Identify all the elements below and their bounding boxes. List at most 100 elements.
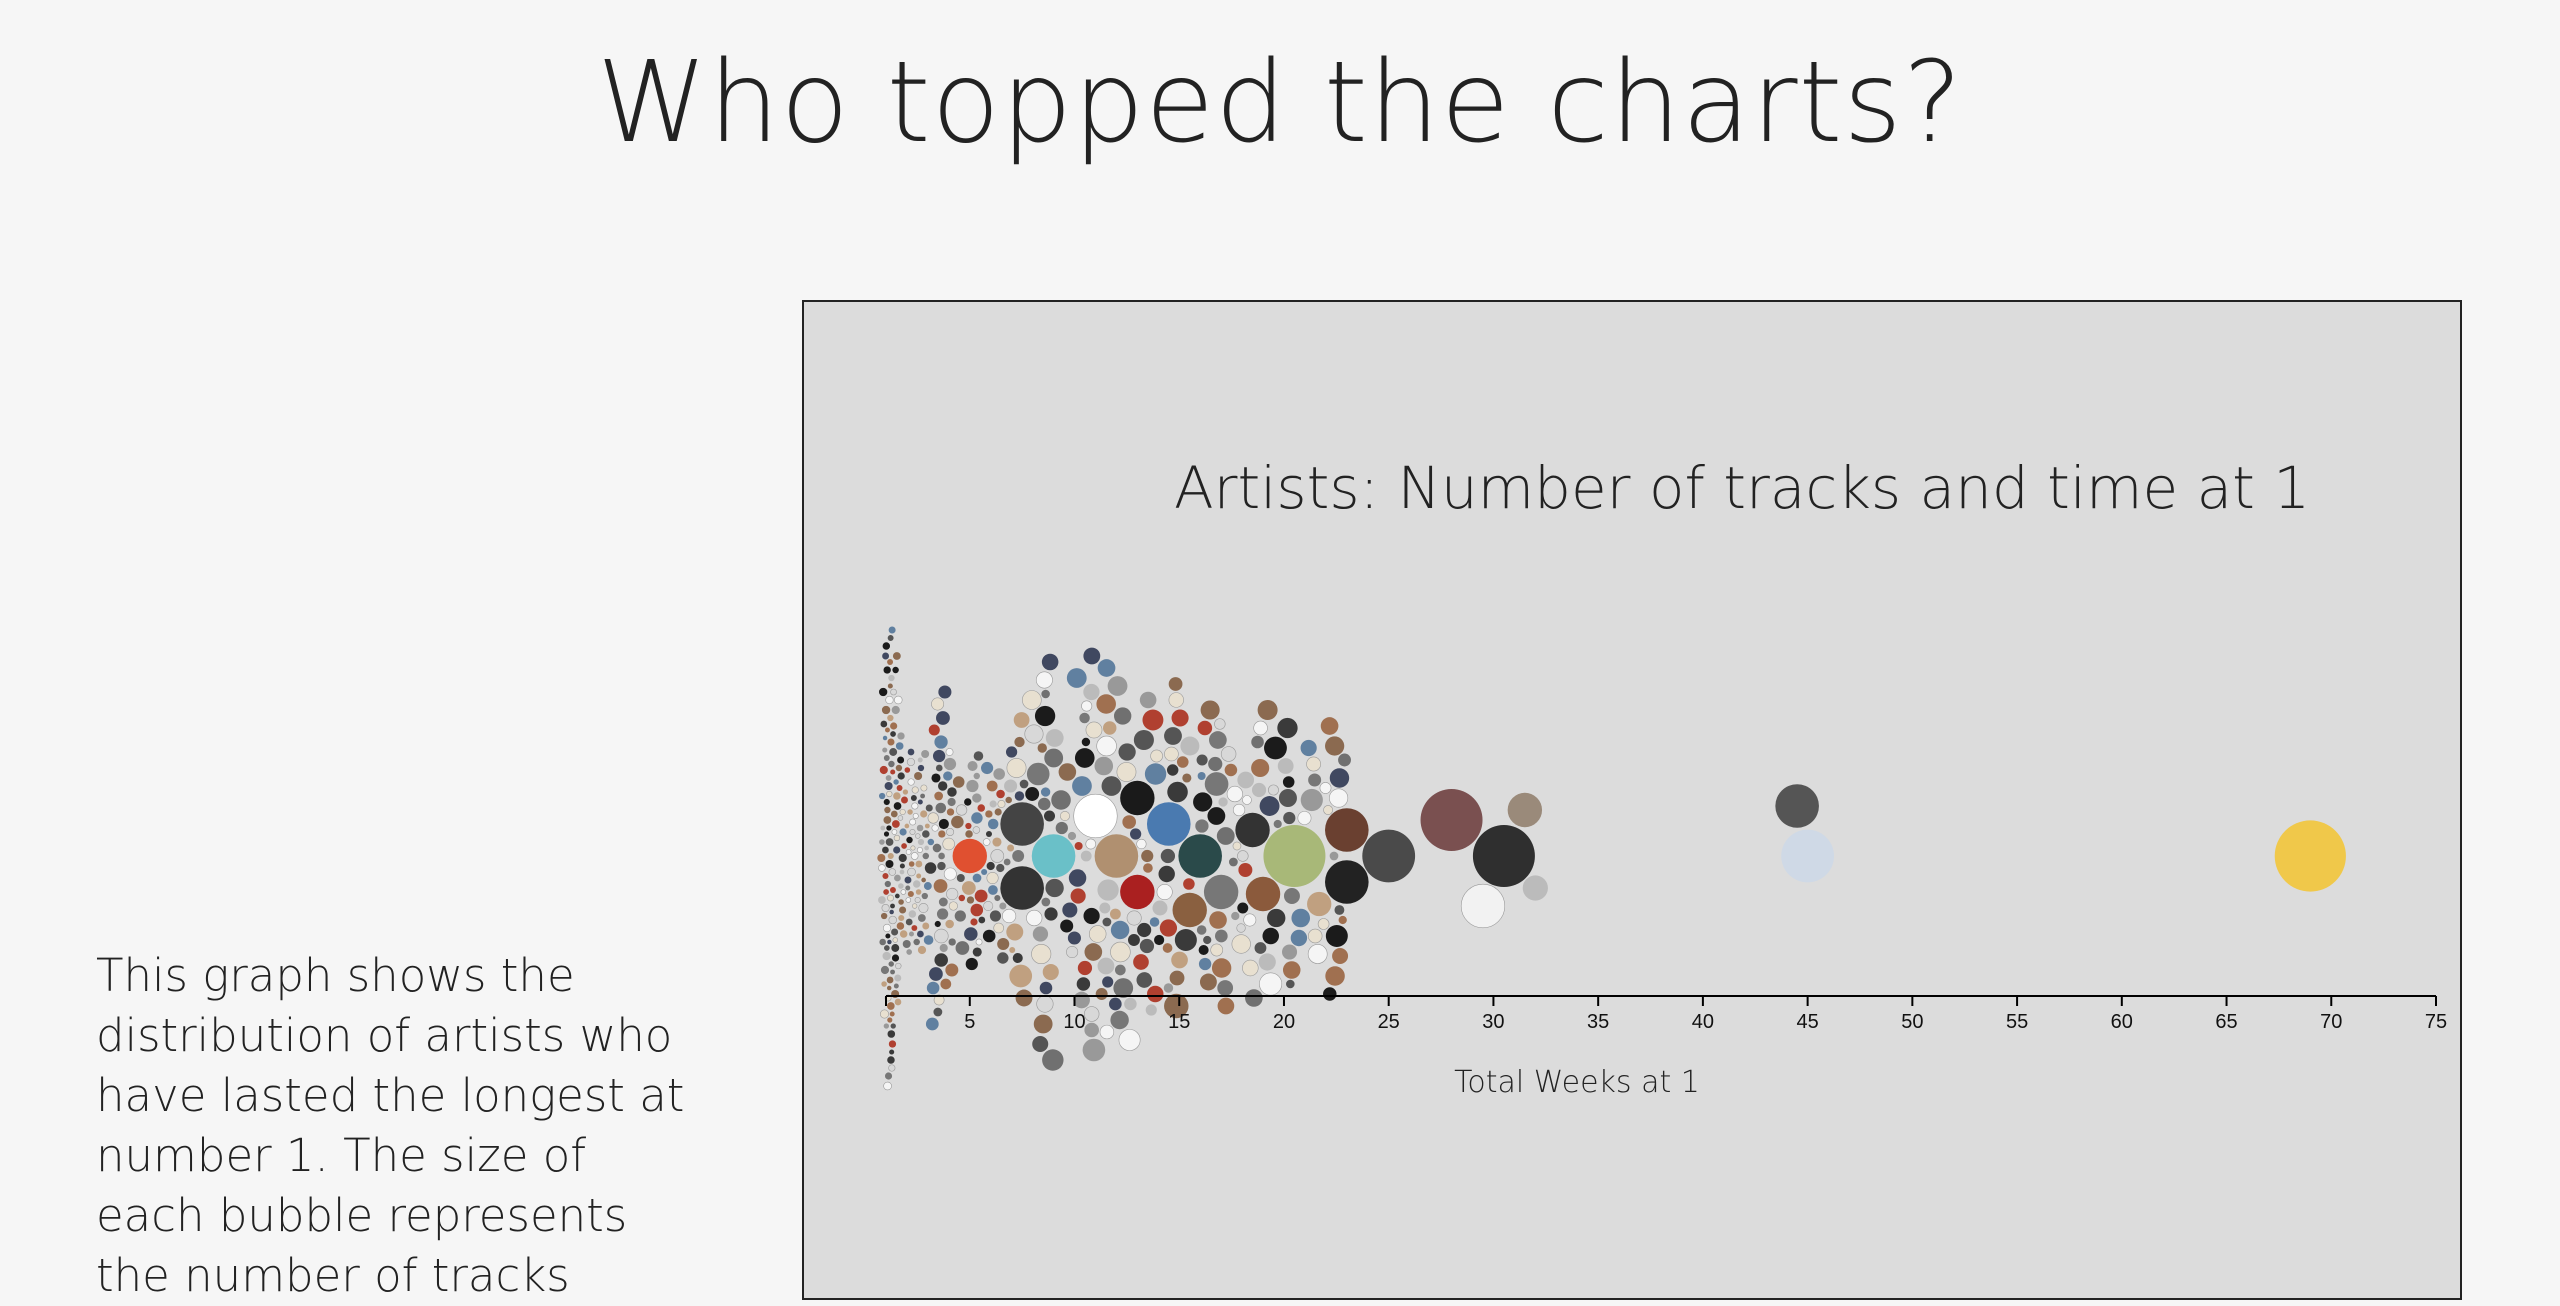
artist-bubble[interactable]	[1066, 945, 1079, 959]
artist-bubble[interactable]	[899, 808, 906, 816]
artist-bubble[interactable]	[964, 927, 978, 941]
artist-bubble[interactable]	[972, 947, 982, 957]
artist-bubble[interactable]	[914, 771, 923, 781]
artist-bubble[interactable]	[938, 685, 952, 699]
artist-bubble[interactable]	[1197, 771, 1206, 781]
artist-bubble[interactable]	[891, 944, 900, 952]
artist-bubble[interactable]	[1290, 929, 1308, 947]
artist-bubble[interactable]	[1085, 838, 1097, 850]
artist-bubble[interactable]	[925, 804, 933, 812]
artist-bubble[interactable]	[889, 748, 898, 756]
artist-bubble[interactable]	[1118, 1029, 1141, 1051]
artist-bubble[interactable]	[936, 711, 950, 725]
artist-bubble[interactable]	[1217, 997, 1235, 1015]
artist-bubble[interactable]	[1128, 934, 1140, 946]
artist-bubble[interactable]	[961, 881, 976, 895]
artist-bubble[interactable]	[1251, 758, 1270, 778]
artist-bubble[interactable]	[1224, 763, 1238, 777]
artist-bubble[interactable]	[1085, 721, 1103, 739]
artist-bubble[interactable]	[907, 890, 914, 898]
artist-bubble[interactable]	[879, 1009, 889, 1019]
artist-bubble[interactable]	[878, 896, 886, 904]
artist-bubble[interactable]	[931, 773, 941, 783]
artist-bubble[interactable]	[1000, 802, 1044, 846]
artist-bubble[interactable]	[1210, 943, 1224, 957]
artist-bubble[interactable]	[1232, 803, 1246, 817]
artist-bubble[interactable]	[922, 830, 930, 838]
artist-bubble[interactable]	[965, 830, 973, 838]
artist-bubble[interactable]	[958, 894, 966, 902]
artist-bubble[interactable]	[904, 767, 911, 773]
artist-bubble[interactable]	[1113, 707, 1132, 725]
artist-bubble[interactable]	[954, 910, 966, 922]
artist-bubble[interactable]	[894, 974, 902, 982]
artist-bubble[interactable]	[938, 852, 945, 860]
artist-bubble[interactable]	[1006, 758, 1027, 778]
artist-bubble[interactable]	[1074, 841, 1083, 851]
artist-bubble[interactable]	[879, 765, 888, 775]
artist-bubble[interactable]	[1251, 735, 1264, 749]
artist-bubble[interactable]	[912, 813, 919, 819]
artist-bubble[interactable]	[1133, 954, 1149, 970]
artist-bubble[interactable]	[1102, 976, 1114, 988]
artist-bubble[interactable]	[889, 1049, 895, 1055]
artist-bubble[interactable]	[1338, 753, 1351, 767]
artist-bubble[interactable]	[982, 838, 991, 846]
artist-bubble[interactable]	[907, 867, 916, 877]
artist-bubble[interactable]	[1000, 866, 1044, 910]
artist-bubble[interactable]	[883, 798, 890, 806]
artist-bubble[interactable]	[887, 894, 894, 902]
artist-bubble[interactable]	[993, 922, 1004, 934]
artist-bubble[interactable]	[1319, 782, 1332, 794]
artist-bubble[interactable]	[974, 889, 988, 903]
artist-bubble[interactable]	[887, 1056, 895, 1064]
artist-bubble[interactable]	[938, 897, 948, 907]
artist-bubble[interactable]	[1099, 902, 1111, 914]
artist-bubble[interactable]	[886, 985, 892, 991]
artist-bubble[interactable]	[900, 889, 907, 895]
artist-bubble[interactable]	[1522, 875, 1548, 901]
artist-bubble[interactable]	[1044, 907, 1058, 921]
artist-bubble[interactable]	[1095, 988, 1108, 1000]
artist-bubble[interactable]	[879, 839, 885, 845]
artist-bubble[interactable]	[1037, 797, 1051, 811]
artist-bubble[interactable]	[905, 849, 912, 855]
artist-bubble[interactable]	[1014, 736, 1025, 748]
artist-bubble[interactable]	[898, 914, 905, 922]
artist-bubble[interactable]	[906, 757, 915, 767]
artist-bubble[interactable]	[986, 861, 995, 871]
artist-bubble[interactable]	[1267, 908, 1286, 928]
artist-bubble[interactable]	[899, 828, 907, 836]
artist-bubble[interactable]	[1041, 653, 1059, 671]
artist-bubble[interactable]	[910, 845, 916, 851]
artist-bubble[interactable]	[877, 853, 886, 863]
artist-bubble[interactable]	[997, 800, 1006, 808]
artist-bubble[interactable]	[1282, 776, 1295, 788]
artist-bubble[interactable]	[1142, 709, 1164, 731]
artist-bubble[interactable]	[1137, 922, 1152, 938]
artist-bubble[interactable]	[1220, 746, 1237, 762]
artist-bubble[interactable]	[935, 802, 947, 814]
artist-bubble[interactable]	[1103, 721, 1117, 735]
artist-bubble[interactable]	[970, 918, 978, 926]
artist-bubble[interactable]	[924, 862, 937, 874]
artist-bubble[interactable]	[884, 1072, 893, 1080]
artist-bubble[interactable]	[1325, 736, 1345, 756]
artist-bubble[interactable]	[890, 722, 898, 730]
artist-bubble[interactable]	[909, 818, 917, 826]
artist-bubble[interactable]	[1203, 935, 1212, 945]
artist-bubble[interactable]	[1277, 717, 1298, 739]
artist-bubble[interactable]	[920, 810, 928, 818]
artist-bubble[interactable]	[1136, 838, 1147, 850]
artist-bubble[interactable]	[1162, 943, 1173, 953]
artist-bubble[interactable]	[889, 909, 894, 915]
artist-bubble[interactable]	[910, 852, 919, 860]
artist-bubble[interactable]	[943, 867, 957, 881]
artist-bubble[interactable]	[1171, 709, 1189, 727]
artist-bubble[interactable]	[1338, 915, 1347, 925]
artist-bubble[interactable]	[1024, 724, 1044, 744]
artist-bubble[interactable]	[892, 937, 899, 943]
artist-bubble[interactable]	[885, 695, 894, 705]
artist-bubble[interactable]	[937, 781, 948, 791]
artist-bubble[interactable]	[932, 843, 942, 853]
